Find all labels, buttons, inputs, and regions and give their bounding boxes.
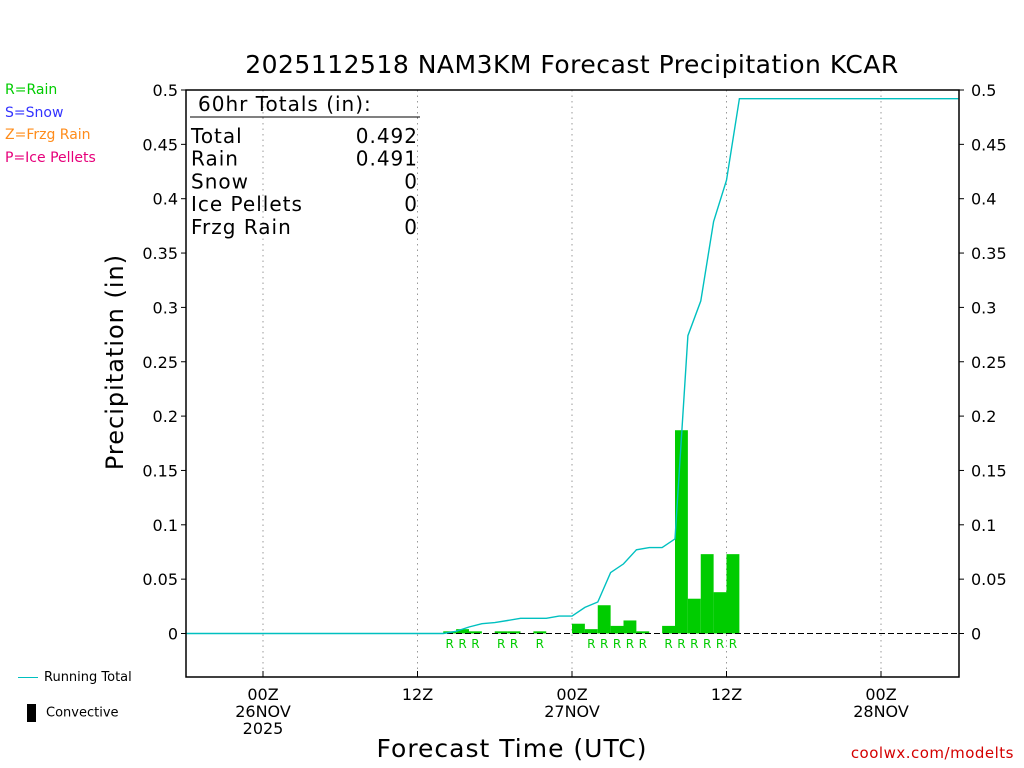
ytick-label-right-6: 0.3 xyxy=(971,298,996,317)
running-total-swatch xyxy=(18,677,38,678)
ytick-label-left-8: 0.4 xyxy=(153,190,178,209)
legend-running-total: Running Total xyxy=(18,670,132,685)
chart-title: 2025112518 NAM3KM Forecast Precipitation… xyxy=(245,50,899,79)
ptype-mark-h43: R xyxy=(729,637,737,651)
totals-row-value-2: 0 xyxy=(404,169,418,193)
totals-row-value-0: 0.492 xyxy=(356,124,418,148)
ytick-label-right-8: 0.4 xyxy=(971,190,996,209)
bar-h25 xyxy=(494,631,508,634)
xtick-label-2-1: 27NOV xyxy=(544,702,600,721)
ytick-label-right-5: 0.25 xyxy=(971,353,1007,372)
totals-row-value-1: 0.491 xyxy=(356,147,418,171)
ptype-mark-h22: R xyxy=(458,637,466,651)
convective-label: Convective xyxy=(46,705,119,721)
bar-h43 xyxy=(726,554,740,634)
ytick-label-left-5: 0.25 xyxy=(142,353,178,372)
bar-h26 xyxy=(507,631,521,634)
ptype-mark-h25: R xyxy=(497,637,505,651)
bar-h23 xyxy=(469,631,482,634)
ptype-mark-h38: R xyxy=(664,637,672,651)
ytick-label-right-3: 0.15 xyxy=(971,461,1007,480)
totals-row-label-0: Total xyxy=(190,124,243,148)
legend-frzg-rain: Z=Frzg Rain xyxy=(5,127,91,143)
totals-row-value-3: 0 xyxy=(404,192,418,216)
ytick-label-right-7: 0.35 xyxy=(971,244,1007,263)
bar-h39 xyxy=(675,430,688,634)
legend-rain: R=Rain xyxy=(5,82,58,98)
ytick-label-left-1: 0.05 xyxy=(142,570,178,589)
ptype-mark-h28: R xyxy=(536,637,544,651)
running-total-label: Running Total xyxy=(44,670,132,685)
ytick-label-left-2: 0.1 xyxy=(153,516,178,535)
grid-lines xyxy=(262,90,882,677)
ptype-mark-h41: R xyxy=(703,637,711,651)
ptype-mark-h36: R xyxy=(639,637,647,651)
ytick-label-left-7: 0.35 xyxy=(142,244,178,263)
totals-row-label-3: Ice Pellets xyxy=(191,192,303,216)
ytick-label-left-0: 0 xyxy=(168,625,178,644)
ytick-label-right-2: 0.1 xyxy=(971,516,996,535)
totals-row-label-1: Rain xyxy=(191,147,239,171)
totals-row-label-2: Snow xyxy=(191,169,249,193)
ptype-mark-h32: R xyxy=(587,637,595,651)
ytick-label-right-1: 0.05 xyxy=(971,570,1007,589)
ptype-mark-h21: R xyxy=(446,637,454,651)
convective-swatch xyxy=(27,704,36,722)
xtick-label-0-2: 2025 xyxy=(243,719,284,738)
xtick-label-4-0: 00Z xyxy=(865,685,896,704)
ytick-label-left-9: 0.45 xyxy=(142,135,178,154)
bar-h35 xyxy=(623,620,637,634)
convective-bars xyxy=(443,430,740,634)
bar-h28 xyxy=(533,631,547,634)
ptype-mark-h26: R xyxy=(510,637,518,651)
xtick-label-0-1: 26NOV xyxy=(235,702,291,721)
ytick-label-right-9: 0.45 xyxy=(971,135,1007,154)
ytick-label-left-4: 0.2 xyxy=(153,407,178,426)
running-total-line xyxy=(185,97,959,635)
totals-header: 60hr Totals (in): xyxy=(198,92,372,116)
bar-h33 xyxy=(597,605,611,634)
bar-h34 xyxy=(610,625,624,634)
totals-row-label-4: Frzg Rain xyxy=(191,215,292,239)
ptype-mark-h40: R xyxy=(690,637,698,651)
xtick-label-0-0: 00Z xyxy=(247,685,278,704)
ptype-mark-h35: R xyxy=(626,637,634,651)
legend-snow: S=Snow xyxy=(5,105,64,121)
ytick-label-left-6: 0.3 xyxy=(153,298,178,317)
x-axis-label: Forecast Time (UTC) xyxy=(376,734,648,763)
ptype-mark-h39: R xyxy=(677,637,685,651)
y-ticks: 0 00.05 0.050.1 0.10.15 0.150.2 0.20.25 0.250.… xyxy=(142,81,1006,644)
xtick-label-3-0: 12Z xyxy=(711,685,742,704)
bar-h22 xyxy=(456,629,469,634)
bar-h38 xyxy=(662,625,675,634)
legend-ice-pellets: P=Ice Pellets xyxy=(5,150,96,166)
bar-h40 xyxy=(687,598,701,634)
ytick-label-right-4: 0.2 xyxy=(971,407,996,426)
bar-h41 xyxy=(700,554,714,634)
xtick-label-4-1: 28NOV xyxy=(853,702,909,721)
ytick-label-left-3: 0.15 xyxy=(142,461,178,480)
legend-convective: Convective xyxy=(27,704,119,722)
credit-link[interactable]: coolwx.com/modelts xyxy=(850,744,1014,762)
xtick-label-2-0: 00Z xyxy=(556,685,587,704)
ytick-label-left-10: 0.5 xyxy=(153,81,178,100)
ytick-label-right-0: 0 xyxy=(971,625,981,644)
ptype-mark-h33: R xyxy=(600,637,608,651)
bar-h32 xyxy=(584,629,598,634)
bar-h36 xyxy=(636,631,650,634)
bar-h42 xyxy=(713,592,727,634)
ptype-mark-h42: R xyxy=(716,637,724,651)
totals-box: 60hr Totals (in): Total 0.492 Rain 0.491 Snow… xyxy=(190,92,420,239)
totals-row-value-4: 0 xyxy=(404,215,418,239)
xtick-label-1-0: 12Z xyxy=(402,685,433,704)
ptype-mark-h34: R xyxy=(613,637,621,651)
ptype-mark-h23: R xyxy=(471,637,479,651)
ytick-label-right-10: 0.5 xyxy=(971,81,996,100)
bar-h31 xyxy=(572,623,585,634)
